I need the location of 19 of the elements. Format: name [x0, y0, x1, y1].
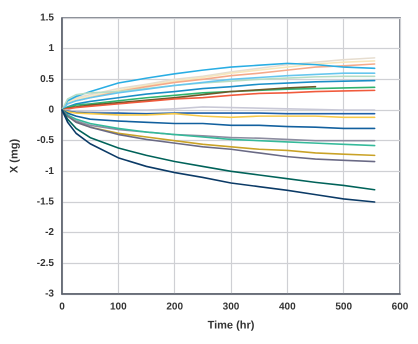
- y-tick-label: 0: [48, 104, 54, 116]
- x-tick-label: 400: [278, 302, 296, 312]
- y-tick-label: -2.5: [36, 258, 54, 269]
- x-tick-label: 500: [335, 302, 352, 312]
- y-tick-label: -2: [45, 227, 54, 238]
- y-tick-label: 0.5: [40, 74, 54, 85]
- x-tick-label: 0: [59, 302, 66, 312]
- x-axis-title: Time (hr): [208, 320, 255, 332]
- y-tick-label: 1.5: [40, 12, 54, 24]
- y-tick-label: -0.5: [36, 135, 54, 146]
- x-tick-label: 100: [110, 302, 128, 312]
- x-tick-label: 300: [222, 302, 240, 312]
- x-tick-label: 600: [392, 302, 409, 312]
- y-tick-label: -1: [45, 166, 54, 177]
- y-tick-label: -3: [45, 288, 54, 300]
- y-tick-label: 1: [48, 43, 54, 54]
- y-axis-title: X (mg): [8, 138, 20, 174]
- y-tick-label: -1.5: [36, 196, 54, 208]
- x-tick-label: 200: [166, 302, 184, 312]
